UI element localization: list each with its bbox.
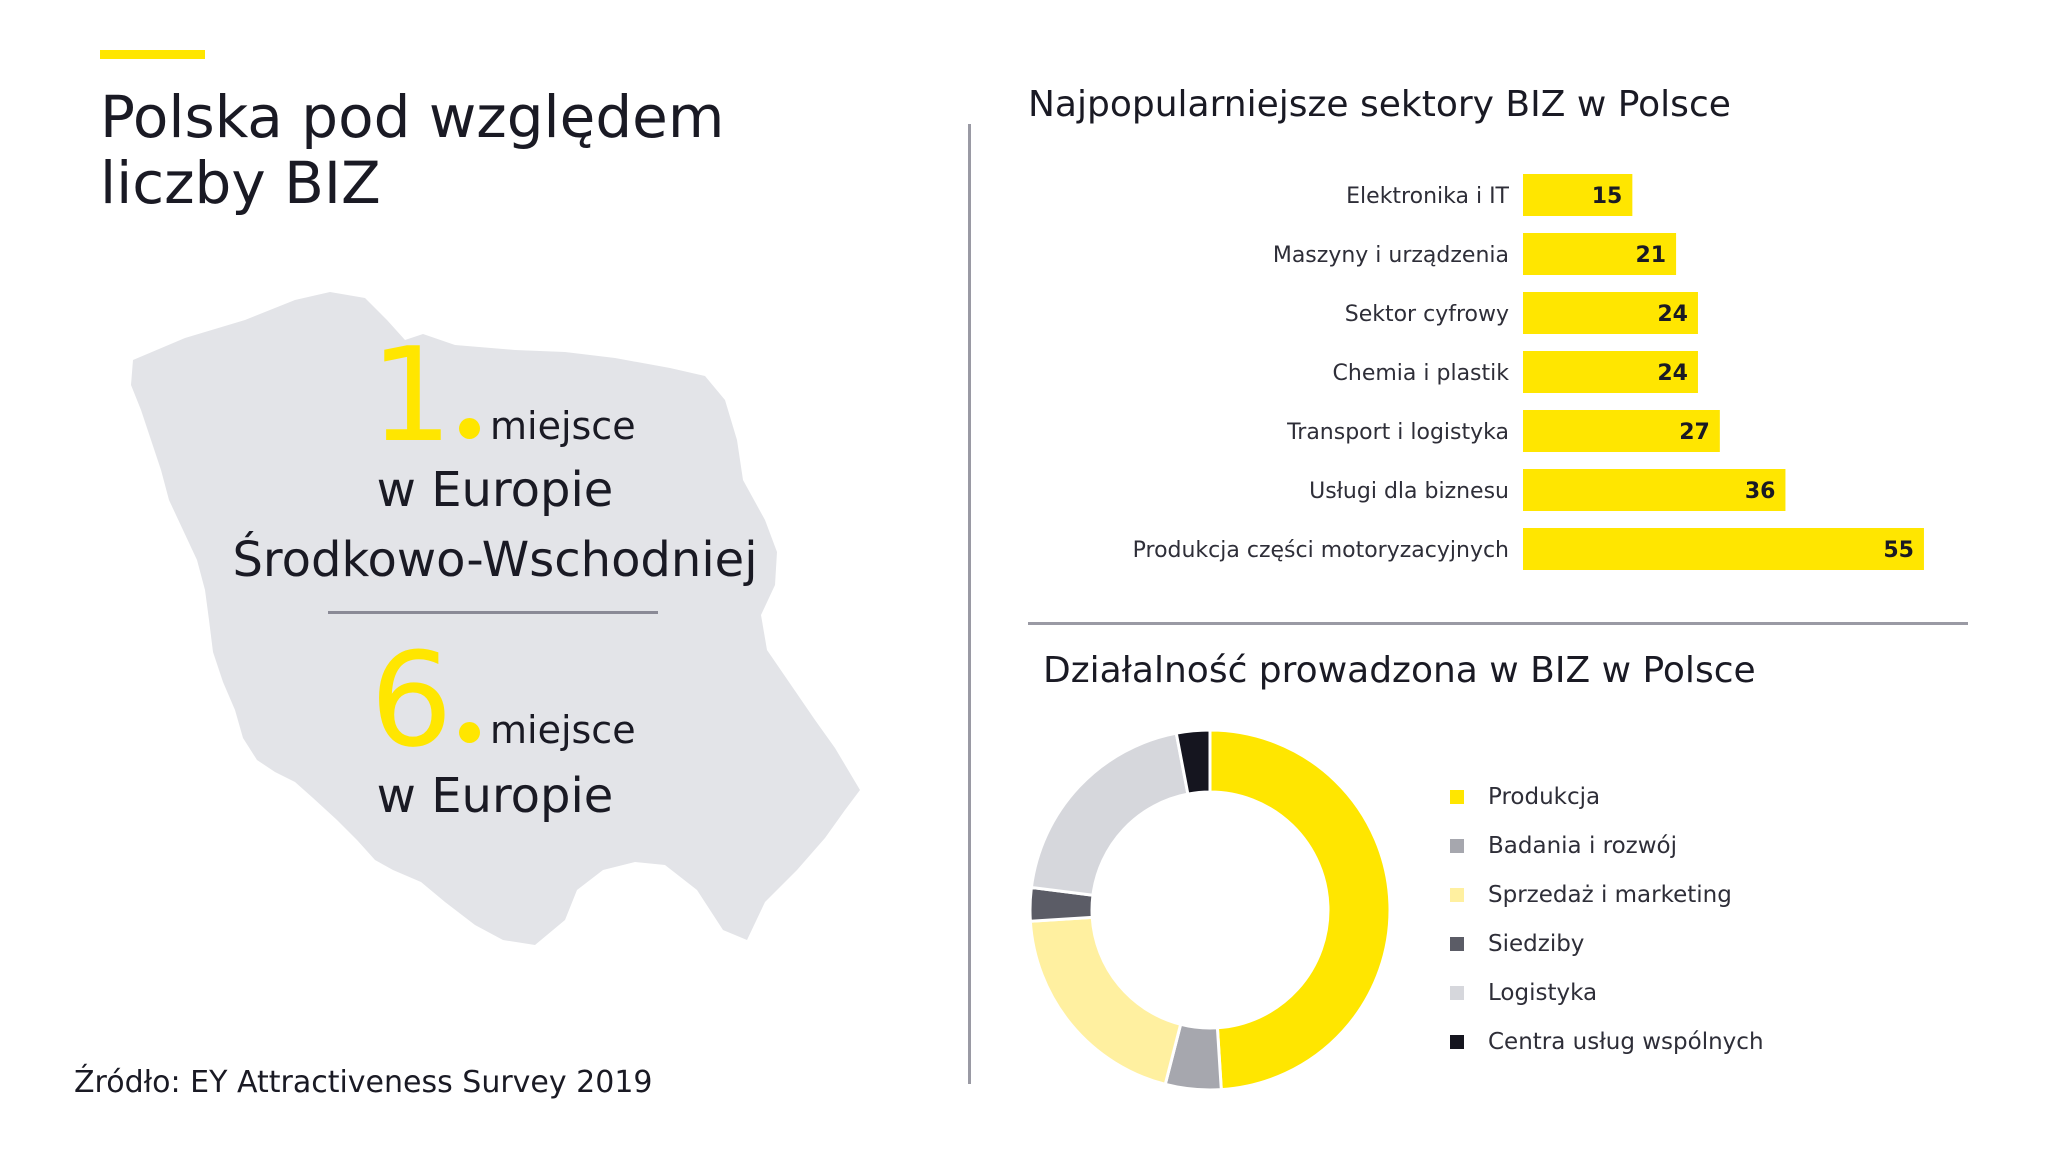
rank-first-number: 1: [370, 319, 453, 471]
donut-slice: [1208, 728, 1392, 1092]
sector-bar-chart: Elektronika i IT 15 Maszyny i urządzenia 21…: [1133, 174, 1924, 570]
legend-item: Centra usług wspólnych: [1450, 1017, 2010, 1066]
bar-category-label: Maszyny i urządzenia: [1273, 243, 1509, 268]
title-accent-bar: [100, 50, 205, 59]
donut-chart-title: Działalność prowadzona w BIZ w Polsce: [1043, 650, 1756, 691]
legend-item: Sprzedaż i marketing: [1450, 870, 2010, 919]
legend-item: Siedziby: [1450, 919, 2010, 968]
legend-swatch: [1450, 985, 1464, 1000]
bar: [1523, 174, 1633, 216]
page-title: Polska pod względem liczby BIZ: [100, 84, 900, 216]
bar: [1523, 233, 1677, 275]
poland-map-silhouette: [131, 292, 860, 945]
legend-swatch: [1450, 887, 1464, 902]
bar-category-label: Transport i logistyka: [1286, 420, 1509, 445]
bar: [1523, 292, 1698, 334]
vertical-divider: [968, 124, 971, 1084]
bar-value-label: 21: [1635, 243, 1666, 268]
bar: [1523, 469, 1786, 511]
bar-value-label: 27: [1679, 420, 1710, 445]
bar: [1523, 351, 1698, 393]
legend-label: Sprzedaż i marketing: [1488, 881, 1732, 908]
legend-item: Badania i rozwój: [1450, 821, 2010, 870]
bar-category-label: Chemia i plastik: [1333, 361, 1510, 386]
rank-second-line-1: w Europie: [376, 768, 614, 824]
legend-swatch: [1450, 936, 1464, 951]
horizontal-divider: [1028, 622, 1968, 625]
donut-slice: [1174, 728, 1212, 796]
legend-item: Logistyka: [1450, 968, 2010, 1017]
activity-donut-chart: [1028, 728, 1392, 1092]
legend-item: Produkcja: [1450, 772, 2010, 821]
bar-value-label: 24: [1657, 361, 1688, 386]
bar-category-label: Usługi dla biznesu: [1309, 479, 1509, 504]
source-note: Źródło: EY Attractiveness Survey 2019: [74, 1065, 653, 1100]
legend-label: Badania i rozwój: [1488, 832, 1678, 859]
bar-chart-title: Najpopularniejsze sektory BIZ w Polsce: [1028, 84, 1731, 125]
bar: [1523, 528, 1924, 570]
bar-category-label: Produkcja części motoryzacyjnych: [1133, 538, 1509, 563]
donut-slice: [1029, 731, 1190, 897]
bar-category-label: Elektronika i IT: [1346, 184, 1509, 209]
rank-second-number: 6: [370, 624, 453, 776]
bar-value-label: 55: [1883, 538, 1914, 563]
rank-first-line-2: Środkowo-Wschodniej: [232, 532, 758, 588]
page-title-line-1: Polska pod względem: [100, 83, 725, 151]
legend-label: Produkcja: [1488, 783, 1601, 810]
legend-label: Logistyka: [1488, 979, 1598, 1006]
legend-label: Siedziby: [1488, 930, 1585, 957]
bar-category-label: Sektor cyfrowy: [1345, 302, 1509, 327]
poland-map-shape: [131, 292, 860, 945]
bar: [1523, 410, 1720, 452]
legend-swatch: [1450, 789, 1464, 804]
legend-swatch: [1450, 838, 1464, 853]
bar-value-label: 36: [1745, 479, 1776, 504]
legend-swatch: [1450, 1034, 1464, 1049]
rank-first-dot: [459, 418, 480, 439]
bar-value-label: 15: [1592, 184, 1623, 209]
rank-divider: [328, 611, 658, 614]
donut-slice: [1028, 915, 1183, 1087]
rank-first-line-1: w Europie: [376, 462, 614, 518]
rank-second-dot: [459, 722, 480, 743]
rank-first-word: miejsce: [490, 404, 636, 448]
bar-value-label: 24: [1657, 302, 1688, 327]
legend-label: Centra usług wspólnych: [1488, 1028, 1764, 1055]
donut-legend: Produkcja Badania i rozwój Sprzedaż i mark…: [1450, 772, 2010, 1066]
rank-second-word: miejsce: [490, 708, 636, 752]
page-title-line-2: liczby BIZ: [100, 149, 381, 217]
